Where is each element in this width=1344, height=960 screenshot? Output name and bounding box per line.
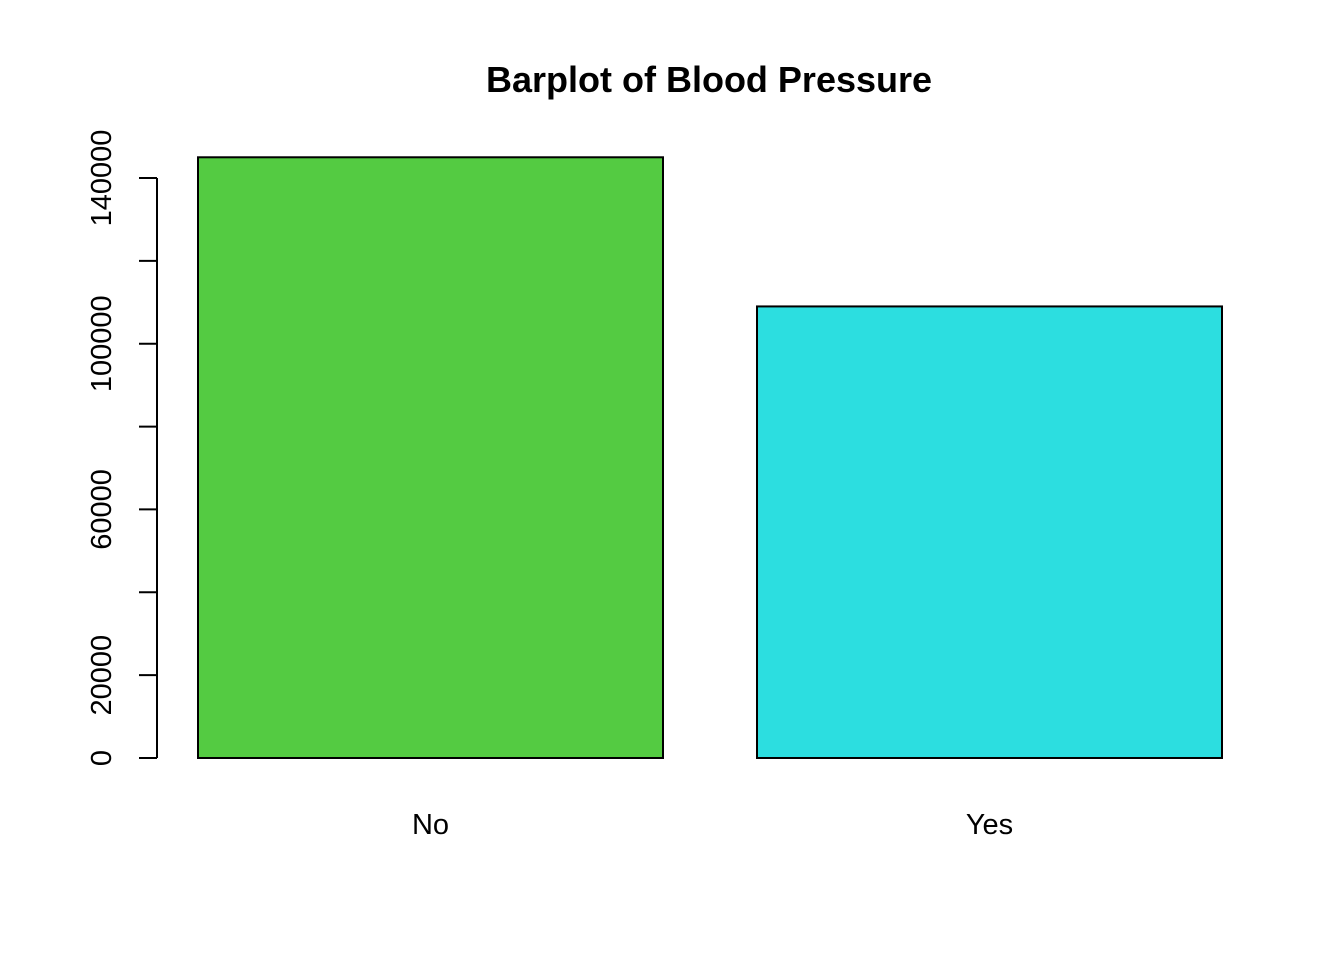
y-tick-label: 140000 (86, 130, 118, 227)
y-tick-label: 0 (86, 750, 118, 766)
bar-yes (756, 305, 1223, 759)
y-tick-label: 100000 (86, 295, 118, 392)
bar-no (197, 156, 664, 760)
y-tick-label: 20000 (86, 635, 118, 716)
y-axis: 0 20000 60000 100000 140000 (86, 130, 157, 766)
x-axis-labels: No Yes (412, 809, 1013, 841)
y-tick-label: 60000 (86, 469, 118, 550)
chart-title: Barplot of Blood Pressure (486, 59, 932, 100)
x-category-label: No (412, 809, 449, 841)
x-category-label: Yes (966, 809, 1013, 841)
bars (197, 156, 1223, 760)
